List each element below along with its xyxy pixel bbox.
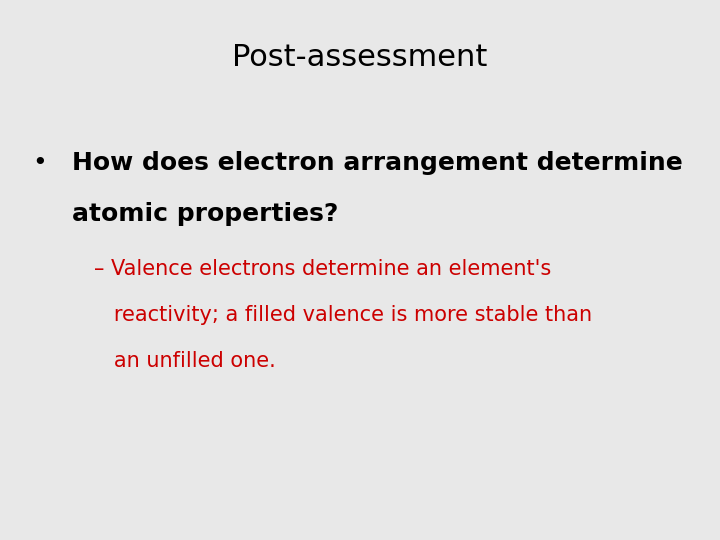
Text: atomic properties?: atomic properties? bbox=[72, 202, 338, 226]
Text: •: • bbox=[32, 151, 47, 175]
Text: How does electron arrangement determine: How does electron arrangement determine bbox=[72, 151, 683, 175]
Text: Post-assessment: Post-assessment bbox=[233, 43, 487, 72]
Text: – Valence electrons determine an element's: – Valence electrons determine an element… bbox=[94, 259, 551, 279]
Text: reactivity; a filled valence is more stable than: reactivity; a filled valence is more sta… bbox=[94, 305, 592, 325]
Text: an unfilled one.: an unfilled one. bbox=[94, 351, 275, 371]
